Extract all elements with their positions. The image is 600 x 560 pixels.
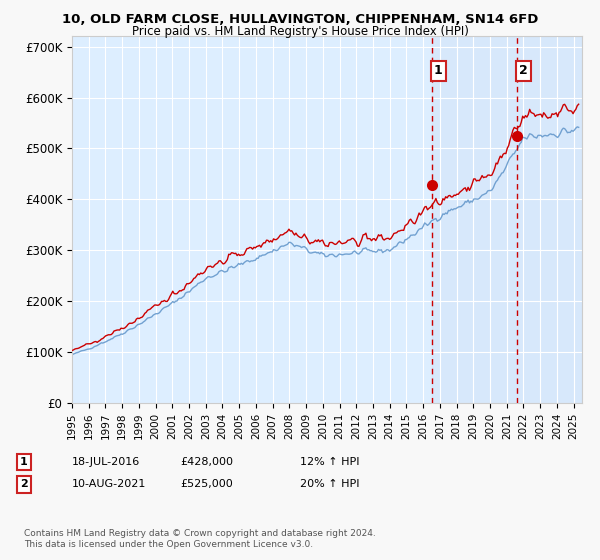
Text: 2: 2 xyxy=(518,64,527,77)
Text: 1: 1 xyxy=(434,64,443,77)
Text: Contains HM Land Registry data © Crown copyright and database right 2024.
This d: Contains HM Land Registry data © Crown c… xyxy=(24,529,376,549)
Text: 20% ↑ HPI: 20% ↑ HPI xyxy=(300,479,359,489)
Text: 10-AUG-2021: 10-AUG-2021 xyxy=(72,479,146,489)
Text: 12% ↑ HPI: 12% ↑ HPI xyxy=(300,457,359,467)
Text: 1: 1 xyxy=(20,457,28,467)
Text: £525,000: £525,000 xyxy=(180,479,233,489)
Text: 18-JUL-2016: 18-JUL-2016 xyxy=(72,457,140,467)
Text: 2: 2 xyxy=(20,479,28,489)
Bar xyxy=(432,36,582,403)
Text: 10, OLD FARM CLOSE, HULLAVINGTON, CHIPPENHAM, SN14 6FD: 10, OLD FARM CLOSE, HULLAVINGTON, CHIPPE… xyxy=(62,13,538,26)
Text: £428,000: £428,000 xyxy=(180,457,233,467)
Text: Price paid vs. HM Land Registry's House Price Index (HPI): Price paid vs. HM Land Registry's House … xyxy=(131,25,469,38)
